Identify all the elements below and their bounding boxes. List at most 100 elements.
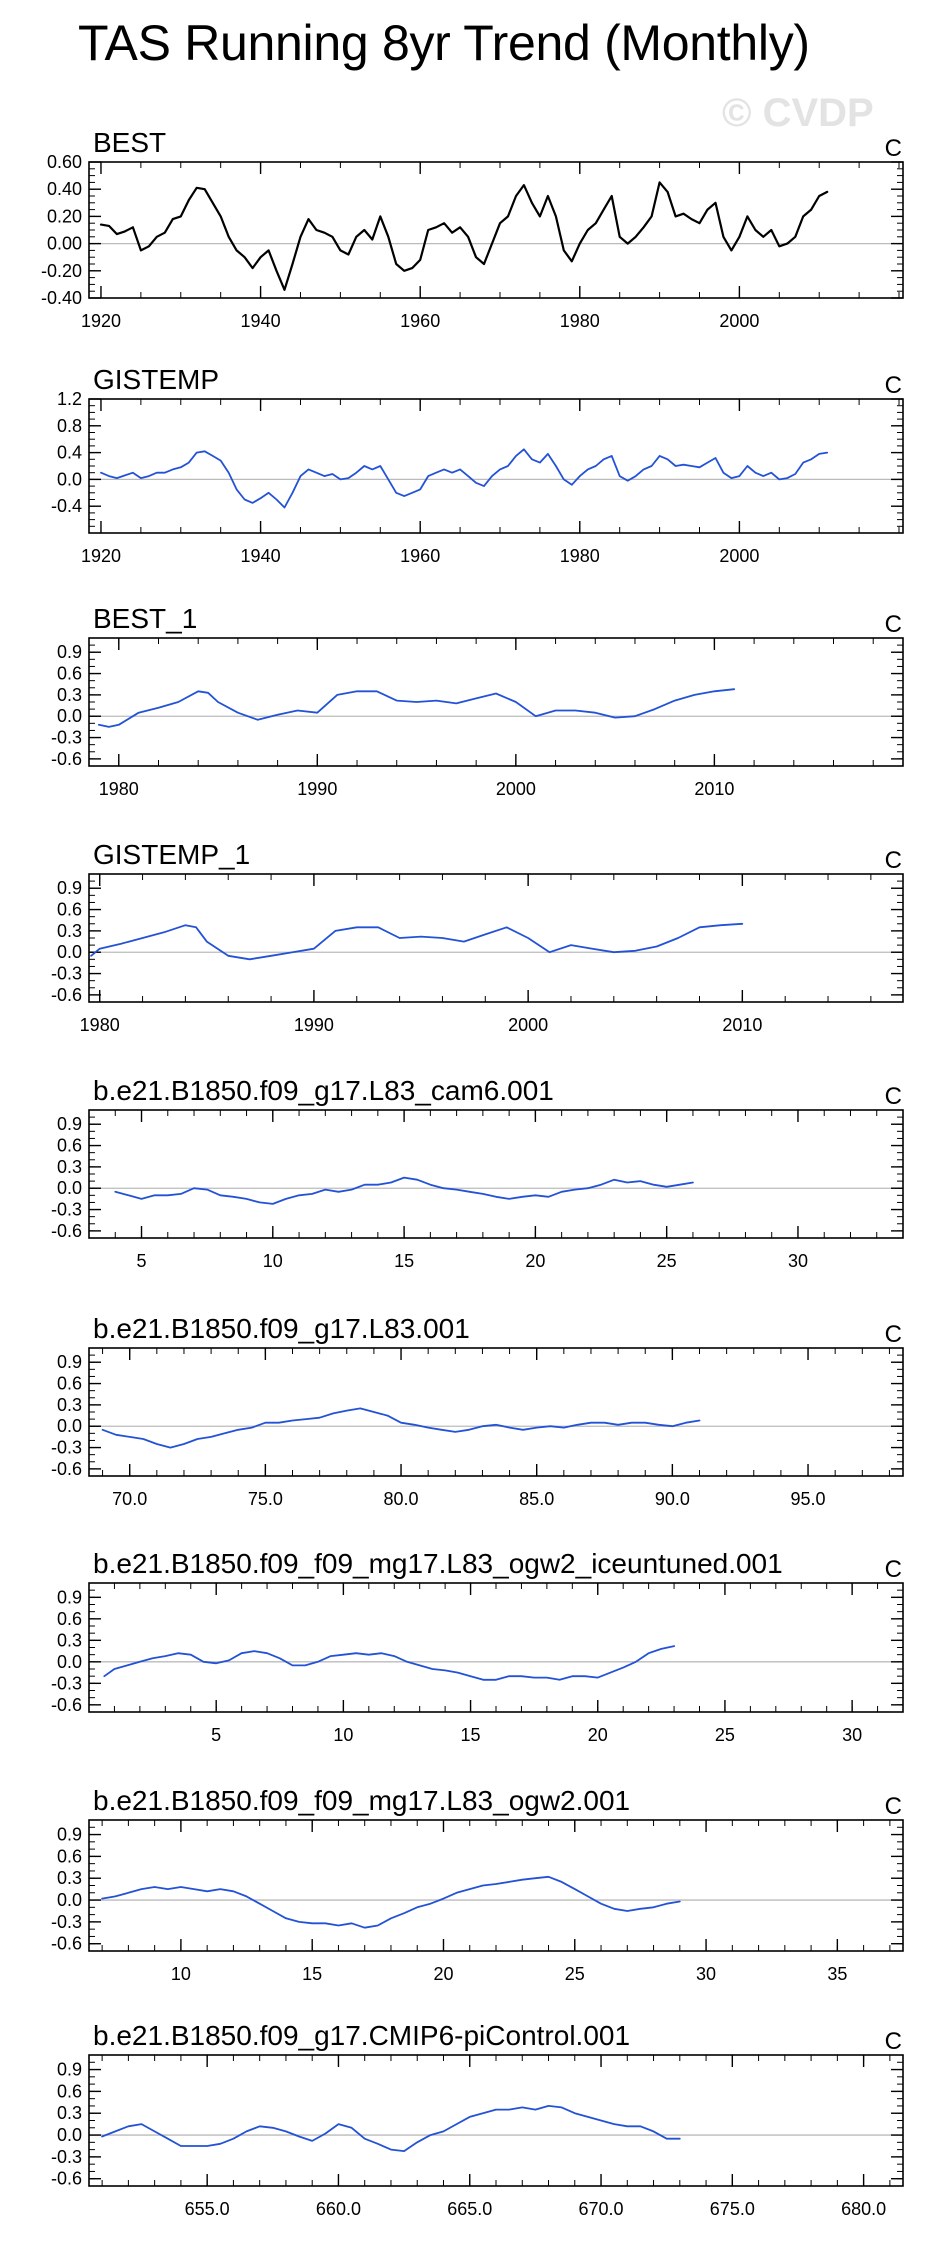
y-tick-label: 0.8	[57, 416, 82, 436]
x-tick-label: 1960	[400, 546, 440, 566]
series-line	[101, 1407, 701, 1449]
y-tick-label: 0.6	[57, 1374, 82, 1394]
units-label: C	[885, 2028, 902, 2055]
y-tick-label: 0.0	[57, 1652, 82, 1672]
x-tick-label: 30	[842, 1725, 862, 1745]
units-label: C	[885, 847, 902, 874]
plot-frame	[88, 873, 904, 1003]
x-tick-label: 70.0	[112, 1489, 147, 1509]
y-tick-label: -0.4	[51, 496, 82, 516]
series-line	[101, 2104, 681, 2153]
plot-frame	[88, 161, 904, 299]
x-tick-label: 20	[588, 1725, 608, 1745]
y-tick-label: 0.40	[47, 179, 82, 199]
y-tick-label: 0.9	[57, 878, 82, 898]
x-tick-label: 2000	[719, 311, 759, 331]
y-tick-label: -0.3	[51, 728, 82, 748]
y-tick-label: -0.20	[41, 261, 82, 281]
x-tick-label: 655.0	[185, 2199, 230, 2219]
x-tick-label: 80.0	[384, 1489, 419, 1509]
units-label: C	[885, 135, 902, 162]
x-tick-label: 1980	[560, 546, 600, 566]
chart-title: BEST_1	[93, 603, 197, 634]
y-tick-label: 0.0	[57, 706, 82, 726]
x-tick-label: 5	[211, 1725, 221, 1745]
x-tick-label: 35	[827, 1964, 847, 1984]
y-tick-label: 0.00	[47, 234, 82, 254]
x-tick-label: 25	[715, 1725, 735, 1745]
x-tick-label: 30	[788, 1251, 808, 1271]
y-tick-label: -0.3	[51, 964, 82, 984]
x-tick-label: 1980	[99, 779, 139, 799]
chart-gistemp: GISTEMP C -0.4 0.0 0.4 0.8 1.2 1920 1940 1960 1980…	[51, 364, 904, 566]
x-tick-label: 10	[263, 1251, 283, 1271]
y-tick-label: 1.2	[57, 389, 82, 409]
x-tick-label: 665.0	[447, 2199, 492, 2219]
y-tick-label: 0.9	[57, 642, 82, 662]
plot-frame	[88, 1347, 904, 1477]
chart-title: b.e21.B1850.f09_f09_mg17.L83_ogw2.001	[93, 1785, 630, 1816]
units-label: C	[885, 611, 902, 638]
x-tick-label: 1920	[81, 311, 121, 331]
y-tick-label: -0.6	[51, 749, 82, 769]
chart-best: BEST C -0.40 -0.20 0.00 0.20 0.40 0.60 1920 1940 1…	[41, 127, 904, 331]
x-tick-label: 670.0	[579, 2199, 624, 2219]
x-tick-label: 20	[525, 1251, 545, 1271]
series-line	[101, 1875, 681, 1929]
x-tick-label: 95.0	[791, 1489, 826, 1509]
x-tick-label: 2000	[508, 1015, 548, 1035]
plot-frame	[88, 2054, 904, 2187]
y-tick-label: 0.9	[57, 1825, 82, 1845]
y-tick-label: 0.0	[57, 1178, 82, 1198]
x-tick-label: 5	[137, 1251, 147, 1271]
x-tick-label: 30	[696, 1964, 716, 1984]
chart-b-e21-b1850-f09-g17-cmip6-picontrol-001: b.e21.B1850.f09_g17.CMIP6-piControl.001 C…	[51, 2020, 904, 2219]
x-tick-label: 10	[333, 1725, 353, 1745]
y-tick-label: -0.6	[51, 1221, 82, 1241]
chart-b-e21-b1850-f09-g17-l83-cam6-001: b.e21.B1850.f09_g17.L83_cam6.001 C -0.6-0.…	[51, 1075, 904, 1271]
y-tick-label: 0.6	[57, 664, 82, 684]
y-tick-label: 0.3	[57, 1157, 82, 1177]
chart-best-1: BEST_1 C -0.6-0.30.00.30.60.9 1980 1990 2000 2…	[51, 603, 904, 799]
x-tick-label: 1920	[81, 546, 121, 566]
y-tick-label: -0.40	[41, 288, 82, 308]
y-tick-label: -0.3	[51, 2147, 82, 2167]
units-label: C	[885, 1321, 902, 1348]
x-tick-label: 15	[394, 1251, 414, 1271]
y-tick-label: 0.0	[57, 1416, 82, 1436]
chart-title: b.e21.B1850.f09_g17.CMIP6-piControl.001	[93, 2020, 630, 2051]
plot-frame	[88, 398, 904, 534]
x-tick-label: 2010	[694, 779, 734, 799]
plot-frame	[88, 1582, 904, 1713]
chart-title: b.e21.B1850.f09_f09_mg17.L83_ogw2_iceunt…	[93, 1548, 783, 1579]
x-tick-label: 1990	[294, 1015, 334, 1035]
chart-title: b.e21.B1850.f09_g17.L83.001	[93, 1313, 470, 1344]
y-tick-label: 0.6	[57, 1136, 82, 1156]
y-tick-label: 0.4	[57, 443, 82, 463]
y-tick-label: -0.6	[51, 2169, 82, 2189]
y-tick-label: -0.3	[51, 1673, 82, 1693]
series-line	[99, 181, 829, 291]
units-label: C	[885, 372, 902, 399]
x-tick-label: 85.0	[519, 1489, 554, 1509]
chart-title: b.e21.B1850.f09_g17.L83_cam6.001	[93, 1075, 554, 1106]
series-line	[98, 688, 736, 728]
chart-title: BEST	[93, 127, 166, 158]
x-tick-label: 90.0	[655, 1489, 690, 1509]
y-tick-label: 0.0	[57, 942, 82, 962]
chart-title: GISTEMP	[93, 364, 219, 395]
x-tick-label: 25	[565, 1964, 585, 1984]
series-line	[103, 1645, 675, 1681]
x-tick-label: 10	[171, 1964, 191, 1984]
chart-b-e21-b1850-f09-g17-l83-001: b.e21.B1850.f09_g17.L83.001 C-0.6-0.30.00…	[51, 1313, 904, 1509]
y-tick-label: 0.60	[47, 152, 82, 172]
y-tick-label: 0.3	[57, 921, 82, 941]
y-tick-label: 0.3	[57, 1395, 82, 1415]
y-tick-label: -0.3	[51, 1200, 82, 1220]
x-tick-label: 25	[657, 1251, 677, 1271]
chart-gistemp-1: GISTEMP_1 C -0.6-0.30.00.30.60.9 1980 1990 20…	[51, 839, 904, 1035]
y-tick-label: 0.3	[57, 1630, 82, 1650]
x-tick-label: 680.0	[841, 2199, 886, 2219]
y-tick-label: 0.0	[57, 469, 82, 489]
